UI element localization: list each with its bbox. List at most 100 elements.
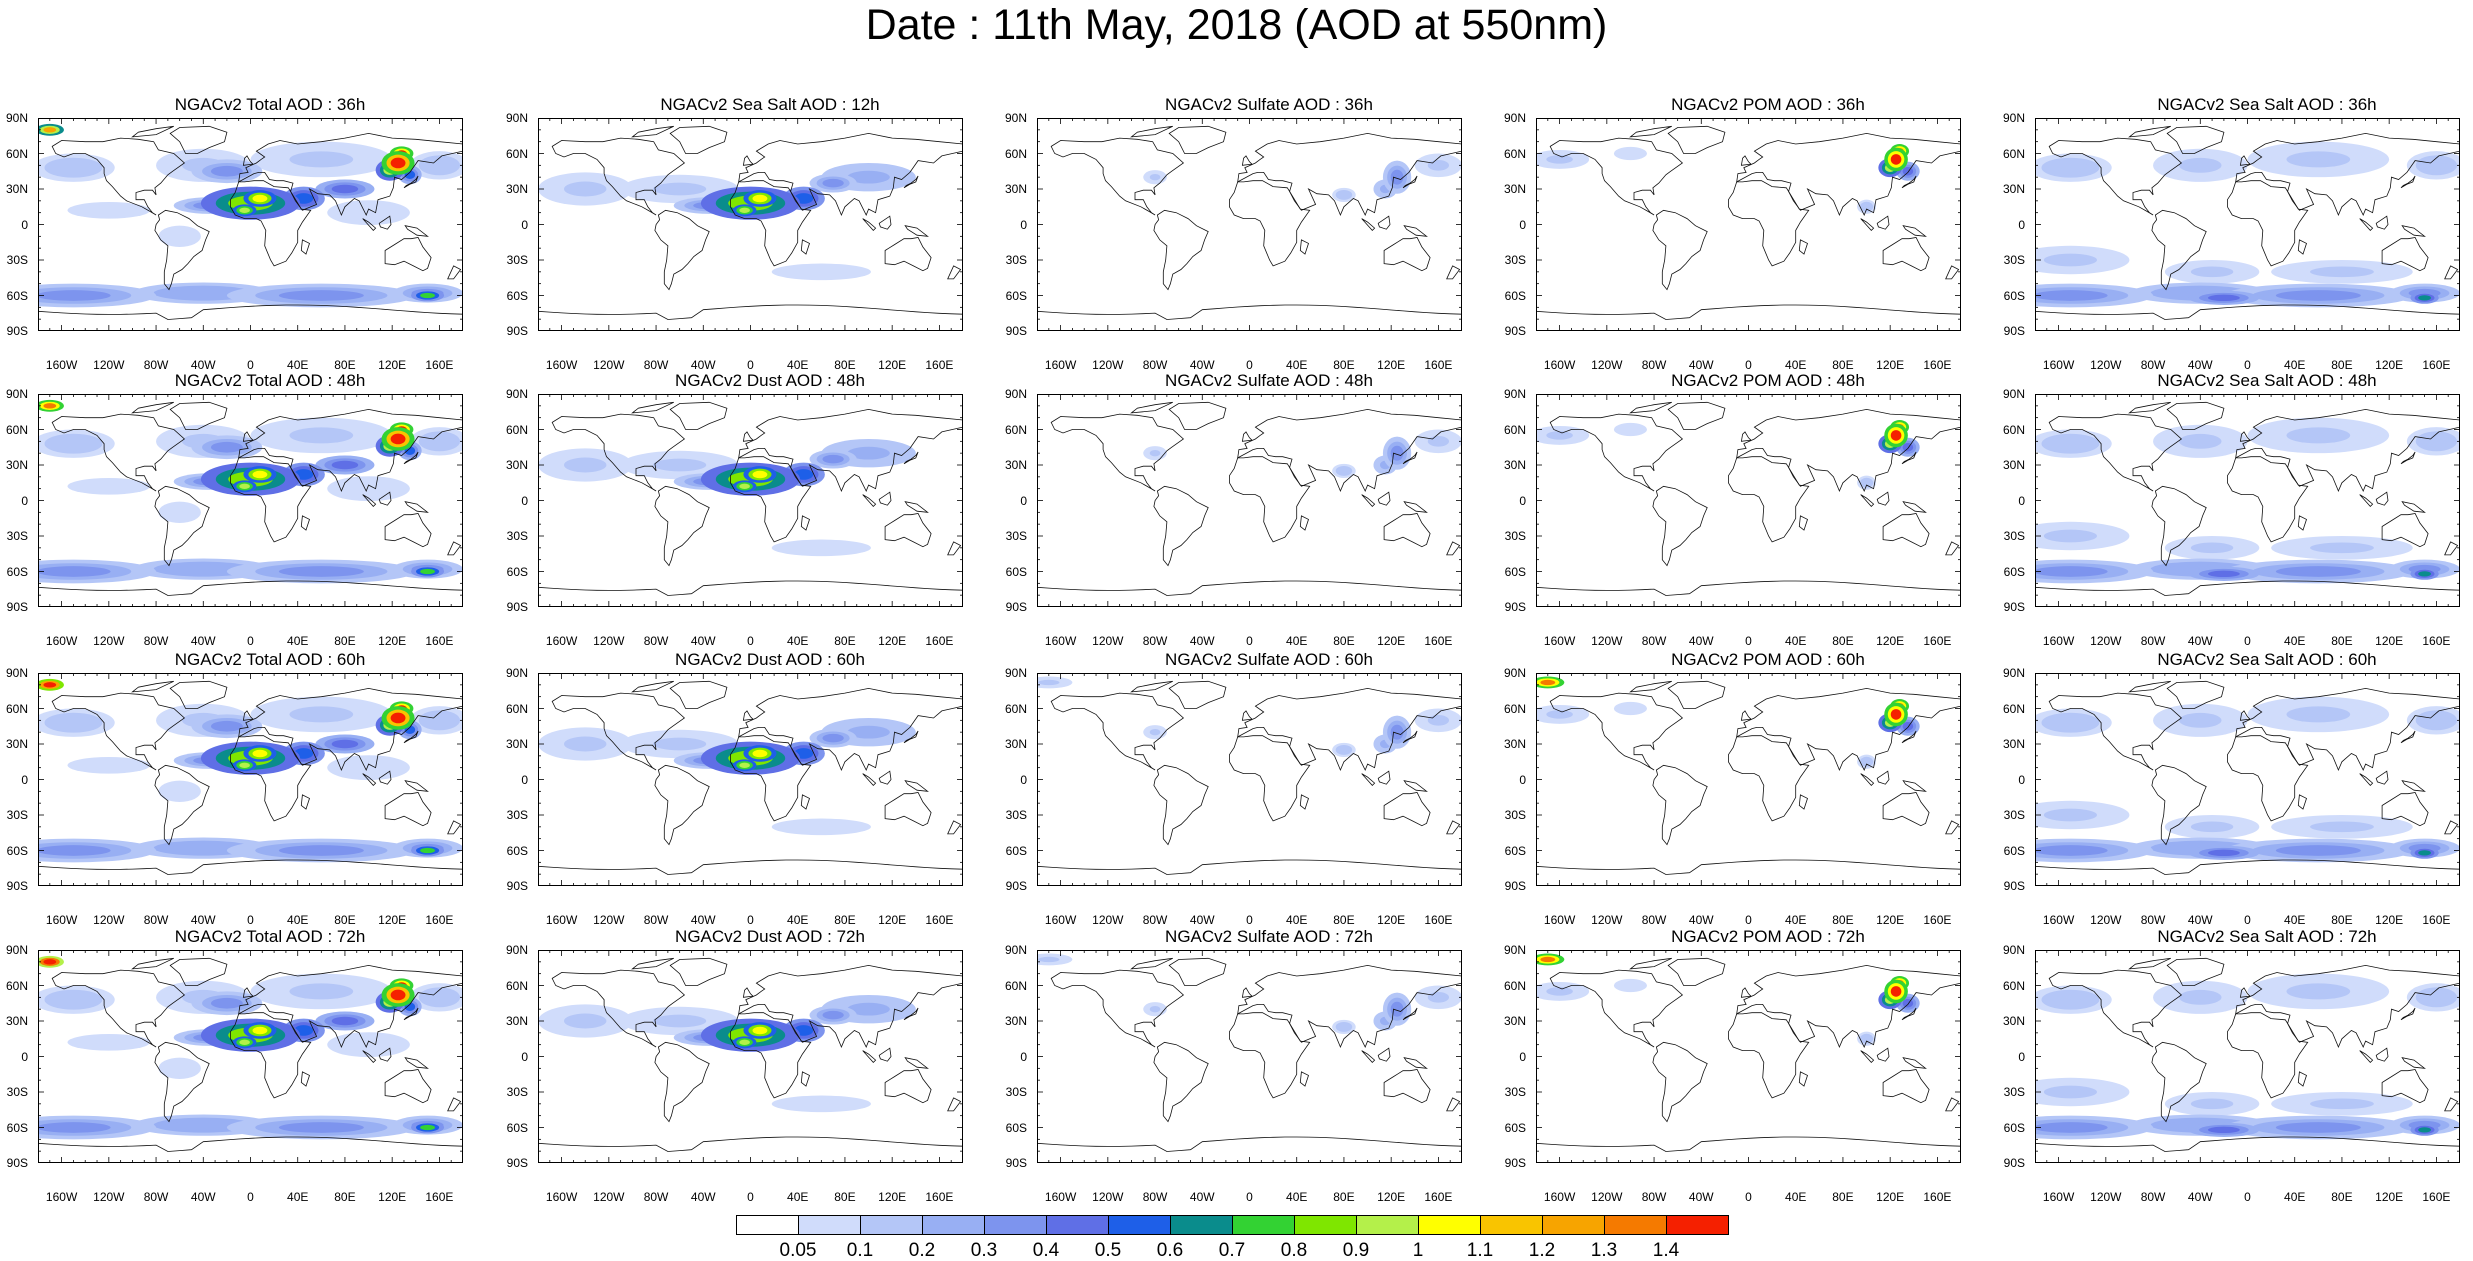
latitude-tick-label: 30S [506,529,528,543]
coastline [169,680,228,709]
antarctica-coastline [38,304,463,320]
panel-title: NGACv2 Sea Salt AOD : 72h [2157,927,2377,946]
antarctica-coastline [38,1136,463,1152]
latitude-tick-label: 30N [1503,1014,1526,1028]
coastline [1130,401,1173,414]
coastline [1130,957,1173,970]
coastline [1403,780,1428,792]
aerosol-field [43,127,57,133]
coastline [1860,218,1875,231]
aerosol-field [2179,157,2222,173]
coastline [1667,125,1726,154]
latitude-tick-label: 30S [1504,253,1526,267]
coastline [1237,408,1462,493]
coastline [2151,1041,2207,1123]
longitude-tick-label: 120W [2090,634,2122,648]
longitude-tick-label: 160W [1543,358,1576,372]
coastline [2048,692,2183,771]
colorbar-label: 0.1 [846,1240,874,1261]
longitude-tick-label: 120E [1876,913,1905,927]
colorbar-swatch [1356,1215,1419,1235]
coastline [1377,770,1391,785]
aerosol-field [822,733,844,743]
latitude-tick-label: 0 [21,1049,28,1064]
aerosol-field [43,959,57,965]
coastline [2235,964,2460,1049]
longitude-tick-label: 120E [378,1190,407,1204]
coastline [2128,401,2171,414]
longitude-tick-label: 0 [2244,913,2251,927]
coastline [169,401,228,430]
coastline [947,541,962,556]
coastline [131,125,174,138]
aerosol-field [341,204,396,221]
latitude-tick-label: 60N [5,146,28,161]
latitude-tick-label: 30N [5,1014,28,1028]
latitude-tick-label: 60S [1504,1120,1526,1135]
latitude-tick-label: 0 [521,1049,528,1064]
aerosol-field [390,712,406,724]
aerosol-field [1149,173,1161,181]
coastline [2166,957,2225,986]
coastline [2444,820,2459,835]
coastline [1446,541,1461,556]
aerosol-field [1862,1035,1871,1042]
coastline [362,773,377,786]
longitude-tick-label: 80W [1142,634,1168,648]
coastline [1727,735,1810,822]
coastline [551,413,686,492]
coastline [654,764,710,846]
longitude-tick-label: 120W [93,1190,125,1204]
longitude-tick-label: 160W [2042,358,2075,372]
colorbar-swatch [1294,1215,1357,1235]
aerosol-field [2035,566,2108,577]
longitude-tick-label: 80W [1142,913,1168,927]
longitude-tick-label: 120E [2375,913,2404,927]
coastline [2400,1007,2416,1021]
latitude-tick-label: 0 [1519,493,1526,508]
coastline [1727,456,1810,543]
latitude-tick-label: 30N [1004,182,1027,196]
aerosol-field [341,480,396,497]
coastline [1168,680,1227,709]
coastline [1740,710,1752,721]
coastline [300,794,310,810]
longitude-tick-label: 120E [1377,1190,1406,1204]
coastline [800,515,810,531]
aerosol-field [1427,992,1450,1003]
latitude-tick-label: 90N [1503,943,1526,957]
longitude-tick-label: 40E [787,358,809,372]
colorbar-label: 0.7 [1218,1240,1246,1261]
coastline [1798,239,1808,255]
aerosol-field [1546,431,1573,440]
aerosol-field [420,568,436,575]
longitude-tick-label: 160W [45,913,78,927]
longitude-tick-label: 40W [690,634,716,648]
coastline [1798,1071,1808,1087]
aerosol-field [1149,728,1161,736]
aerosol-field [289,151,354,168]
coastline [2048,413,2183,492]
longitude-tick-label: 160W [1044,913,1077,927]
coastline [131,680,174,693]
coastline [1153,485,1209,567]
longitude-tick-label: 80E [2331,358,2353,372]
world-map [538,394,963,607]
coastline [384,513,432,548]
aerosol-field [426,990,453,1004]
longitude-tick-label: 80E [2331,913,2353,927]
longitude-tick-label: 40W [190,634,216,648]
latitude-tick-label: 90N [1004,666,1027,680]
world-map [1536,950,1961,1163]
latitude-tick-label: 90S [506,324,528,338]
aerosol-field [331,739,359,749]
latitude-tick-label: 90S [1005,600,1027,614]
coastline [154,1041,210,1123]
latitude-tick-label: 0 [1020,772,1027,787]
latitude-tick-label: 60S [1504,288,1526,303]
coastline [2235,408,2460,493]
latitude-tick-label: 60N [2002,701,2025,716]
aerosol-field [1427,715,1450,726]
aerosol-field [239,207,250,213]
coastline [238,687,463,772]
